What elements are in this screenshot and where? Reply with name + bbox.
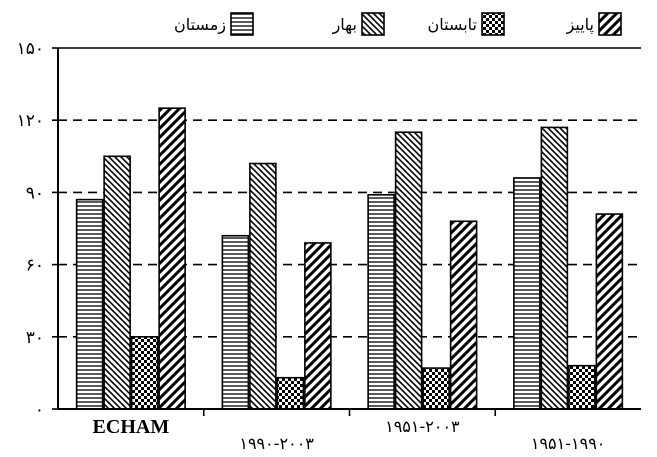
legend-item-spring: بهار bbox=[332, 12, 385, 36]
bar bbox=[367, 194, 395, 410]
x-category-labels: ECHAM ۱۹۹۰-۲۰۰۳ ۱۹۵۱-۲۰۰۳ ۱۹۵۱-۱۹۹۰ bbox=[93, 416, 606, 453]
y-tick-label: ٠ bbox=[35, 400, 44, 420]
bar bbox=[158, 107, 186, 410]
bar bbox=[422, 367, 450, 410]
axes-layer bbox=[52, 47, 641, 416]
bar bbox=[449, 220, 478, 410]
legend-item-summer: تابستان bbox=[427, 12, 505, 36]
legend-label-winter: زمستان bbox=[174, 15, 226, 35]
legend-swatch-autumn bbox=[598, 12, 622, 36]
x-category-label: ECHAM bbox=[93, 416, 170, 438]
y-tick-labels: ٠ ۳٠ ۶٠ ۹٠ ۱۲٠ ۱۵٠ bbox=[17, 39, 44, 420]
bar bbox=[130, 335, 159, 410]
y-tick-label: ۹٠ bbox=[26, 183, 44, 203]
bar bbox=[513, 177, 541, 410]
x-category-label: ۱۹۵۱-۲۰۰۳ bbox=[385, 417, 460, 436]
legend: زمستان بهار تابستان پاییز bbox=[174, 12, 622, 36]
legend-item-autumn: پاییز bbox=[566, 12, 622, 36]
y-tick-label: ۱۵٠ bbox=[17, 39, 44, 59]
x-category-label: ۱۹۹۰-۲۰۰۳ bbox=[239, 434, 314, 453]
bar bbox=[568, 364, 596, 410]
x-category-label: ۱۹۵۱-۱۹۹۰ bbox=[531, 434, 606, 453]
y-tick-label: ۶٠ bbox=[26, 256, 44, 276]
bar bbox=[221, 234, 250, 410]
legend-label-spring: بهار bbox=[332, 15, 357, 35]
legend-swatch-spring bbox=[361, 12, 385, 36]
bar bbox=[540, 126, 569, 410]
bar bbox=[103, 155, 131, 410]
y-tick-label: ۳٠ bbox=[26, 328, 44, 348]
legend-label-summer: تابستان bbox=[427, 15, 477, 34]
bar bbox=[394, 131, 423, 410]
legend-swatch-winter bbox=[230, 12, 254, 36]
legend-swatch-summer bbox=[481, 12, 505, 36]
y-tick-label: ۱۲٠ bbox=[17, 111, 44, 131]
bar bbox=[276, 376, 305, 410]
legend-label-autumn: پاییز bbox=[566, 15, 594, 35]
legend-item-winter: زمستان bbox=[174, 12, 254, 36]
bar bbox=[249, 162, 277, 410]
bars-layer bbox=[75, 107, 624, 410]
bar bbox=[75, 198, 104, 410]
bar bbox=[304, 242, 332, 410]
bar bbox=[595, 213, 624, 410]
